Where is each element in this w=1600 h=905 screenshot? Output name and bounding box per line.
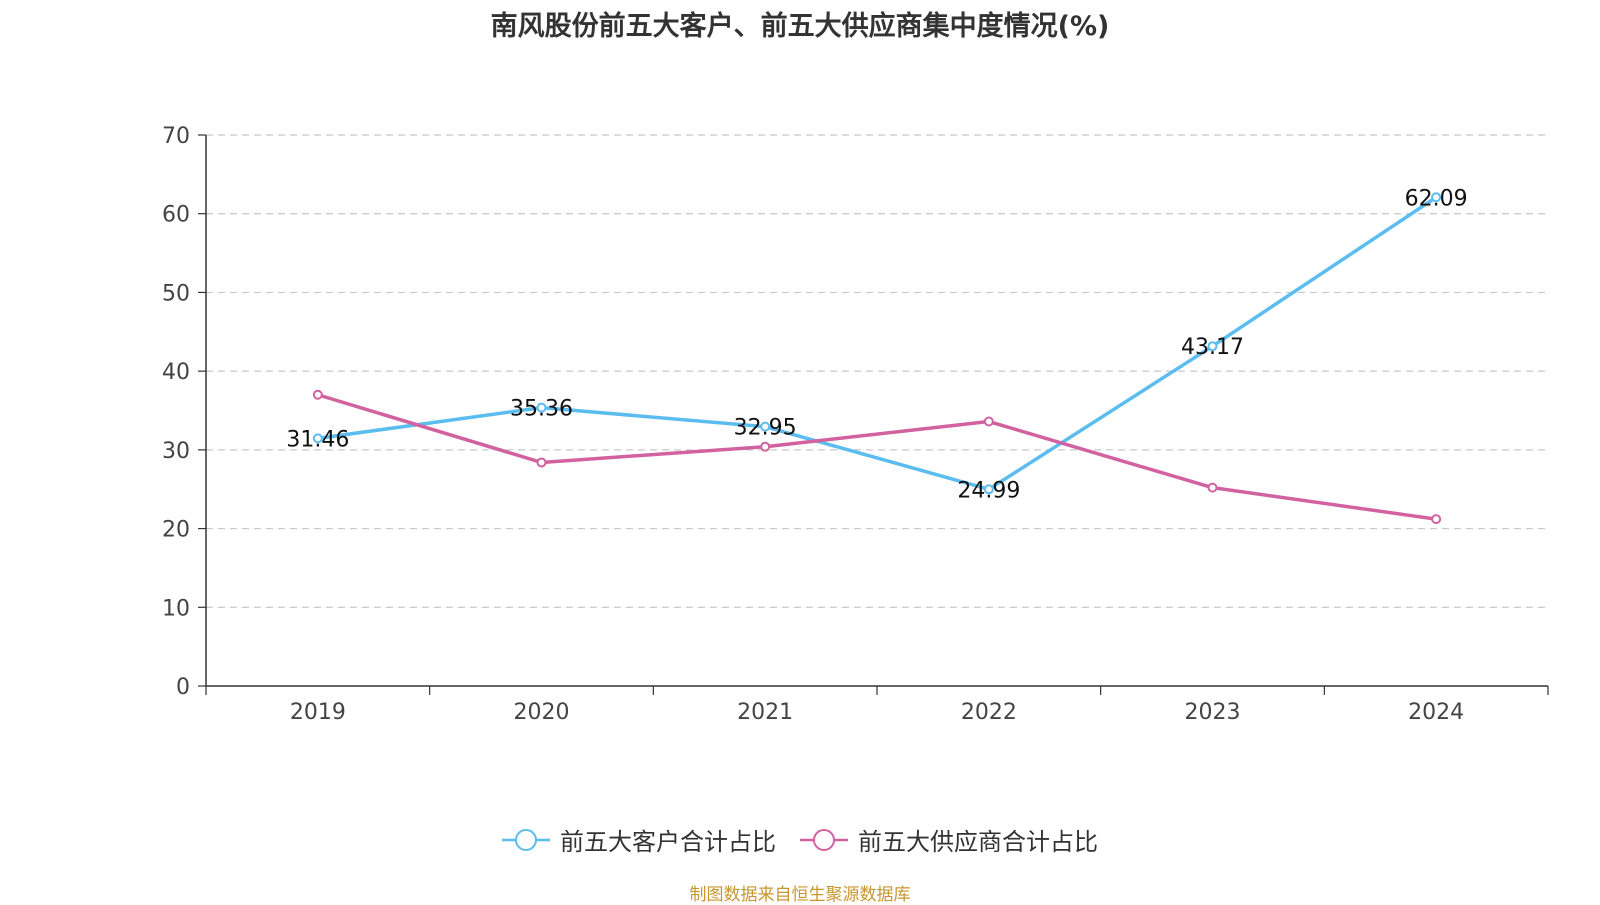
y-tick-label: 20 [162,518,190,543]
y-tick-label: 70 [162,124,190,149]
data-label: 43.17 [1181,335,1244,360]
chart-title: 南风股份前五大客户、前五大供应商集中度情况(%) [490,11,1110,42]
data-point [1431,192,1442,203]
y-tick-label: 50 [162,281,190,306]
y-tick-label: 10 [162,596,190,621]
data-point [312,433,323,444]
x-tick-label: 2024 [1408,700,1464,725]
legend-item-customers[interactable]: 前五大客户合计占比 [502,822,776,857]
axes: 0 10 20 30 40 50 60 70 2019 2020 2021 2022 2023 2024 [162,124,1549,725]
data-point [983,416,994,427]
data-point [983,484,994,495]
series-line-1 [317,393,1437,521]
data-point [1431,514,1442,525]
series-line-0 [317,195,1438,492]
y-tick-label: 0 [176,675,190,700]
data-label: 35.36 [510,397,573,422]
y-tick-label: 30 [162,439,190,464]
legend-marker-customers [502,828,550,851]
series-lines [312,192,1442,525]
x-tick-label: 2020 [514,700,570,725]
x-tick-label: 2022 [961,700,1017,725]
data-point [760,441,771,452]
x-tick-label: 2021 [737,700,793,725]
data-point [1207,482,1218,493]
data-label: 24.99 [957,478,1020,503]
data-point [536,457,547,468]
source-footer: 制图数据来自恒生聚源数据库 [689,885,911,905]
y-tick-label: 60 [162,203,190,228]
data-point [1207,341,1218,352]
data-labels: 31.46 35.36 32.95 24.99 43.17 62.09 [286,186,1467,503]
data-label: 31.46 [286,427,349,452]
data-point [536,402,547,413]
legend-item-suppliers[interactable]: 前五大供应商合计占比 [800,822,1098,857]
legend-label-customers: 前五大客户合计占比 [560,828,776,856]
data-label: 62.09 [1405,186,1468,211]
x-tick-label: 2023 [1185,700,1241,725]
legend-marker-suppliers [800,828,848,851]
data-label: 32.95 [734,416,797,441]
legend: 前五大客户合计占比 前五大供应商合计占比 [0,822,1600,857]
x-tick-label: 2019 [290,700,346,725]
data-point [760,421,771,432]
legend-label-suppliers: 前五大供应商合计占比 [858,828,1098,856]
data-point [312,389,323,400]
y-tick-label: 40 [162,360,190,385]
grid-lines [206,134,1548,608]
